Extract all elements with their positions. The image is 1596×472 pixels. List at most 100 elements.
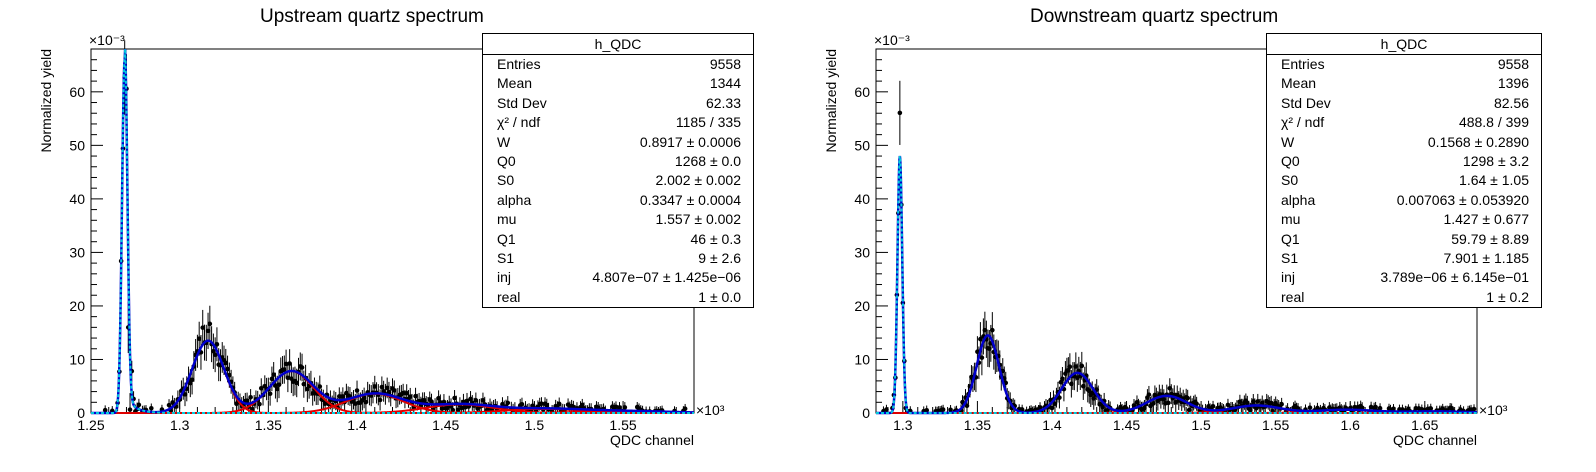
stats-row: Std Dev 62.33 <box>483 94 753 113</box>
data-point <box>363 399 369 405</box>
data-point <box>1377 405 1383 411</box>
stats-row: real 1 ± 0.2 <box>1267 288 1541 307</box>
data-point <box>127 407 133 412</box>
y-tick-label: 50 <box>69 137 85 153</box>
x-tick-label: 1.55 <box>609 417 636 433</box>
stats-box: h_QDC Entries 9558 Mean 1396 Std Dev 82.56 χ² … <box>1266 33 1542 309</box>
data-point <box>377 397 383 403</box>
stats-value: 1185 / 335 <box>675 114 741 131</box>
x-axis-label: QDC channel <box>610 432 694 448</box>
stats-row: S0 1.64 ± 1.05 <box>1267 171 1541 190</box>
data-point <box>212 352 218 358</box>
stats-label: inj <box>1281 269 1296 286</box>
data-point <box>544 402 550 408</box>
stats-row: Std Dev 82.56 <box>1267 94 1541 113</box>
stats-label: Q1 <box>497 230 516 247</box>
stats-value: 1.64 ± 1.05 <box>1459 172 1529 189</box>
data-point <box>1067 364 1073 370</box>
x-tick-label: 1.45 <box>1113 417 1140 433</box>
y-axis-multiplier: ×10⁻³ <box>89 32 125 48</box>
x-tick-label: 1.25 <box>77 417 104 433</box>
stats-row: mu 1.557 ± 0.002 <box>483 210 753 229</box>
data-point <box>211 348 216 354</box>
stats-row: Mean 1396 <box>1267 74 1541 93</box>
x-tick-label: 1.6 <box>1341 417 1361 433</box>
upstream-panel: Upstream quartz spectrum 0 10 20 30 40 50 60 1.… <box>38 6 754 448</box>
stats-label: χ² / ndf <box>1281 114 1325 131</box>
stats-row: S1 9 ± 2.6 <box>483 249 753 268</box>
data-point <box>1307 405 1313 410</box>
data-point <box>436 395 441 401</box>
data-point <box>269 376 275 382</box>
data-point <box>459 405 464 411</box>
stats-value: 0.1568 ± 0.2890 <box>1427 133 1529 150</box>
data-point <box>990 327 995 333</box>
data-point <box>384 385 390 391</box>
data-point <box>207 321 213 327</box>
data-point <box>340 394 346 399</box>
stats-row: W 0.1568 ± 0.2890 <box>1267 133 1541 152</box>
data-point <box>455 407 461 413</box>
stats-label: W <box>497 133 511 150</box>
stats-label: S1 <box>1281 249 1299 266</box>
data-point <box>102 407 108 413</box>
data-point <box>372 384 378 389</box>
data-point <box>214 342 220 347</box>
stats-row: Mean 1344 <box>483 74 753 93</box>
pedestal-fit-curve <box>91 48 694 414</box>
data-point <box>452 395 457 401</box>
stats-row: Q1 46 ± 0.3 <box>483 230 753 249</box>
stats-label: Entries <box>497 56 541 72</box>
downstream-chart: 0 10 20 30 40 50 60 1.3 1.35 1.4 1.45 1.5 1.55 1.6 1.6… <box>823 32 1508 448</box>
data-point <box>1279 401 1284 407</box>
stats-value: 0.8917 ± 0.0006 <box>639 133 741 150</box>
y-tick-label: 0 <box>862 405 870 421</box>
data-point <box>622 405 628 410</box>
chart-title: Downstream quartz spectrum <box>1030 6 1279 27</box>
stats-row: χ² / ndf 1185 / 335 <box>483 113 753 132</box>
stats-value: 1 ± 0.0 <box>698 288 741 305</box>
data-point <box>386 389 392 395</box>
data-point <box>1019 407 1025 412</box>
stats-label: inj <box>497 269 512 286</box>
stats-value: 0.007063 ± 0.053920 <box>1396 191 1529 208</box>
stats-row: Q0 1268 ± 0.0 <box>483 152 753 171</box>
y-tick-label: 0 <box>77 405 85 421</box>
stats-value: 59.79 ± 8.89 <box>1451 230 1529 247</box>
y-tick-label: 10 <box>69 351 85 367</box>
data-point <box>1185 395 1190 401</box>
stats-label: Std Dev <box>497 94 547 111</box>
data-point <box>200 325 206 330</box>
stats-value: 7.901 ± 1.185 <box>1443 249 1529 266</box>
stats-value: 9558 <box>1497 56 1529 72</box>
data-point <box>322 401 328 407</box>
data-point <box>299 365 305 370</box>
y-axis-label: Normalized yield <box>823 49 839 152</box>
data-point <box>682 406 688 412</box>
data-point <box>464 398 470 404</box>
chart-title: Upstream quartz spectrum <box>260 6 484 27</box>
stats-label: Q0 <box>1281 152 1300 169</box>
data-point <box>336 394 342 399</box>
stats-label: mu <box>1281 211 1301 228</box>
data-point <box>1391 406 1396 412</box>
data-point <box>480 397 486 403</box>
data-point <box>450 407 456 413</box>
data-point <box>429 399 434 404</box>
stats-value: 3.789e−06 ± 6.145e−01 <box>1380 269 1529 286</box>
data-point <box>189 377 195 383</box>
stats-label: real <box>497 288 521 305</box>
stats-value: 9558 <box>709 56 741 72</box>
stats-row: inj 4.807e−07 ± 1.425e−06 <box>483 268 753 287</box>
data-point <box>579 402 585 408</box>
data-point <box>519 401 525 407</box>
data-point <box>294 380 300 386</box>
x-tick-label: 1.3 <box>893 417 913 433</box>
stats-row: χ² / ndf 488.8 / 399 <box>1267 113 1541 132</box>
y-tick-label: 10 <box>854 351 870 367</box>
data-point <box>244 398 250 403</box>
data-point <box>285 375 291 381</box>
x-tick-label: 1.65 <box>1411 417 1438 433</box>
x-tick-label: 1.5 <box>1191 417 1211 433</box>
data-point <box>473 398 479 403</box>
